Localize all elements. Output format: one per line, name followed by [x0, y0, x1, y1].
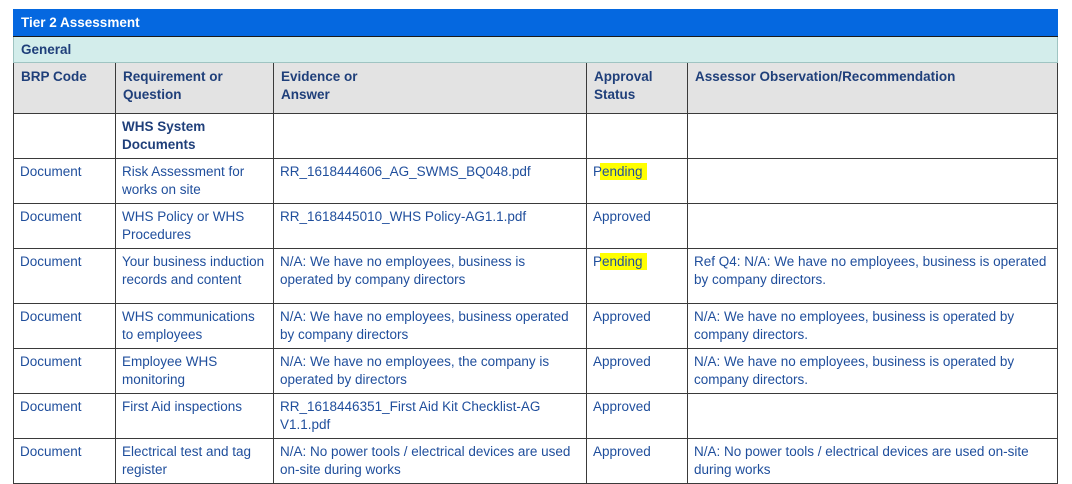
table-section-row: General — [13, 35, 1058, 63]
column-header-approval-status: Approval Status — [586, 62, 688, 114]
cell-requirement: Risk Assessment for works on site — [115, 158, 274, 204]
tier-2-assessment-table: Tier 2 Assessment General BRP Code Requi… — [13, 9, 1058, 484]
cell-approval-status: Approved — [586, 203, 688, 249]
assessment-sheet: Tier 2 Assessment General BRP Code Requi… — [13, 9, 1058, 484]
cell-observation: Ref Q4: N/A: We have no employees, busin… — [687, 248, 1058, 304]
column-header-evidence-line1: Evidence or — [281, 69, 358, 84]
column-header-requirement: Requirement or Question — [115, 62, 274, 114]
cell-observation — [687, 158, 1058, 204]
cell-approval-status: Approved — [586, 393, 688, 439]
cell-requirement: Your business induction records and cont… — [115, 248, 274, 304]
column-header-approval-line2: Status — [594, 86, 636, 102]
cell-brp-code: Document — [13, 303, 116, 349]
cell-evidence: RR_1618445010_WHS Policy-AG1.1.pdf — [273, 203, 587, 249]
cell-requirement: WHS Policy or WHS Procedures — [115, 203, 274, 249]
status-badge: Pending — [593, 163, 647, 180]
column-header-brp-code: BRP Code — [13, 62, 116, 114]
cell-brp-code: Document — [13, 158, 116, 204]
subsection-brp-code-cell — [13, 113, 116, 159]
cell-approval-status: Approved — [586, 438, 688, 484]
column-header-evidence-line2: Answer — [281, 86, 330, 102]
cell-evidence: N/A: We have no employees, business is o… — [273, 248, 587, 304]
column-header-brp-code-label: BRP Code — [21, 69, 87, 84]
cell-observation — [687, 393, 1058, 439]
subsection-evidence-cell — [273, 113, 587, 159]
subsection-observation-cell — [687, 113, 1058, 159]
cell-observation — [687, 203, 1058, 249]
column-header-evidence: Evidence or Answer — [273, 62, 587, 114]
cell-approval-status: Approved — [586, 303, 688, 349]
assessment-table-body: Tier 2 Assessment General BRP Code Requi… — [13, 9, 1058, 484]
table-row: Document Electrical test and tag registe… — [13, 438, 1058, 484]
table-subsection-row: WHS System Documents — [13, 113, 1058, 159]
column-header-approval-line1: Approval — [594, 69, 653, 84]
table-row: Document Your business induction records… — [13, 248, 1058, 304]
page-title: Tier 2 Assessment — [13, 9, 1058, 37]
cell-approval-status: Approved — [586, 348, 688, 394]
cell-evidence: N/A: No power tools / electrical devices… — [273, 438, 587, 484]
cell-requirement: Employee WHS monitoring — [115, 348, 274, 394]
column-header-requirement-line1: Requirement or — [123, 69, 223, 84]
cell-requirement: WHS communications to employees — [115, 303, 274, 349]
cell-brp-code: Document — [13, 393, 116, 439]
cell-brp-code: Document — [13, 248, 116, 304]
cell-brp-code: Document — [13, 203, 116, 249]
column-header-observation: Assessor Observation/Recommendation — [687, 62, 1058, 114]
table-column-header-row: BRP Code Requirement or Question Evidenc… — [13, 62, 1058, 114]
cell-evidence: RR_1618446351_First Aid Kit Checklist-AG… — [273, 393, 587, 439]
cell-brp-code: Document — [13, 348, 116, 394]
subsection-approval-cell — [586, 113, 688, 159]
cell-evidence: RR_1618444606_AG_SWMS_BQ048.pdf — [273, 158, 587, 204]
column-header-requirement-line2: Question — [123, 86, 182, 102]
subsection-title: WHS System Documents — [115, 113, 274, 159]
table-row: Document Risk Assessment for works on si… — [13, 158, 1058, 204]
table-row: Document WHS communications to employees… — [13, 303, 1058, 349]
cell-brp-code: Document — [13, 438, 116, 484]
cell-requirement: First Aid inspections — [115, 393, 274, 439]
table-row: Document First Aid inspections RR_161844… — [13, 393, 1058, 439]
section-title: General — [13, 35, 1058, 63]
table-row: Document WHS Policy or WHS Procedures RR… — [13, 203, 1058, 249]
status-badge: Pending — [593, 253, 647, 270]
cell-approval-status: Pending — [586, 158, 688, 204]
column-header-observation-label: Assessor Observation/Recommendation — [695, 69, 956, 84]
cell-observation: N/A: We have no employees, business is o… — [687, 348, 1058, 394]
cell-observation: N/A: No power tools / electrical devices… — [687, 438, 1058, 484]
cell-requirement: Electrical test and tag register — [115, 438, 274, 484]
cell-approval-status: Pending — [586, 248, 688, 304]
cell-evidence: N/A: We have no employees, business oper… — [273, 303, 587, 349]
cell-evidence: N/A: We have no employees, the company i… — [273, 348, 587, 394]
cell-observation: N/A: We have no employees, business is o… — [687, 303, 1058, 349]
table-title-row: Tier 2 Assessment — [13, 9, 1058, 37]
table-row: Document Employee WHS monitoring N/A: We… — [13, 348, 1058, 394]
